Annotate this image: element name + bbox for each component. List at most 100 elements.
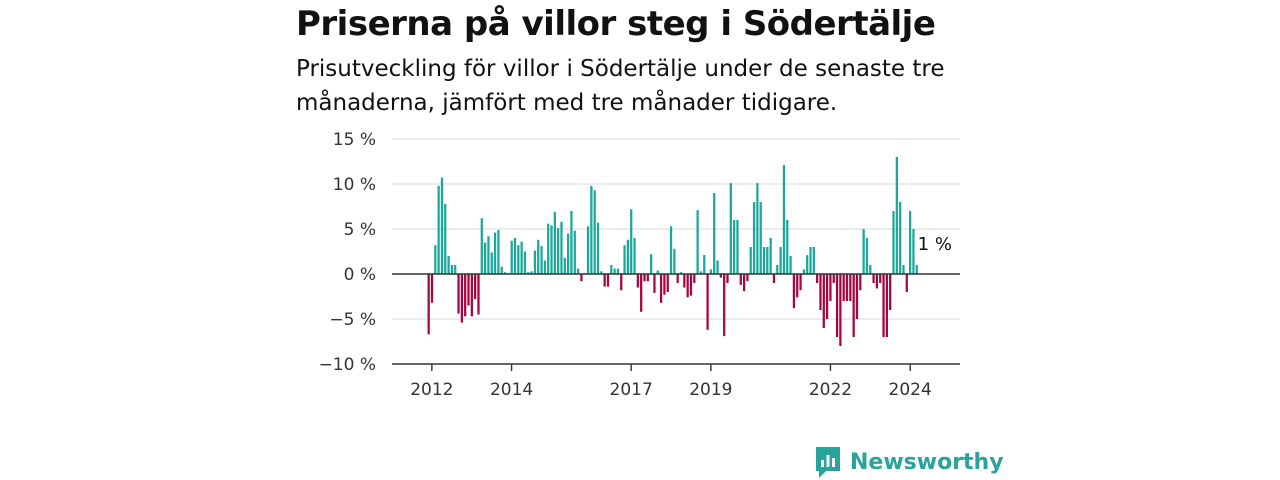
- newsworthy-logo: Newsworthy: [814, 444, 1004, 480]
- bar: [789, 256, 792, 274]
- bar: [786, 220, 789, 274]
- bar: [739, 274, 742, 285]
- bar: [480, 218, 483, 274]
- x-tick-label: 2024: [889, 380, 932, 400]
- bar: [762, 247, 766, 274]
- bar: [799, 274, 802, 291]
- bar: [792, 274, 796, 309]
- bar: [650, 254, 653, 274]
- bar: [742, 274, 746, 292]
- bar: [756, 183, 759, 274]
- bar: [557, 228, 560, 274]
- x-tick-label: 2019: [689, 380, 732, 400]
- bar: [703, 255, 706, 274]
- bar: [517, 245, 520, 274]
- bar: [513, 238, 517, 274]
- bar: [766, 247, 769, 274]
- bar: [905, 274, 908, 292]
- bar: [832, 274, 835, 283]
- bar: [726, 274, 729, 283]
- bar: [782, 165, 786, 274]
- bar: [676, 274, 679, 283]
- bar: [483, 242, 487, 274]
- bar: [683, 274, 686, 288]
- bar: [689, 274, 693, 296]
- bar: [902, 265, 905, 274]
- bar: [862, 229, 865, 274]
- bar: [839, 274, 842, 346]
- axes: 15 % 10 % 5 % 0 % −5 % −10 % 2012 2014 2017 2019 2…: [319, 130, 960, 400]
- bar: [523, 251, 527, 274]
- bar: [497, 229, 500, 274]
- bar: [899, 202, 902, 274]
- bar: [553, 211, 556, 274]
- bar: [663, 274, 666, 295]
- bar: [666, 274, 669, 292]
- bar: [772, 274, 776, 283]
- bar: [450, 265, 454, 274]
- bar: [626, 239, 630, 274]
- bar: [802, 269, 805, 274]
- bar: [444, 203, 447, 274]
- bar: [586, 226, 590, 274]
- bar: [825, 274, 829, 319]
- chart-subtitle: Prisutveckling för villor i Södertälje u…: [296, 56, 945, 116]
- last-value-annotation: 1 %: [918, 234, 952, 255]
- bar: [759, 202, 762, 274]
- bar: [729, 183, 732, 274]
- bar: [464, 274, 467, 317]
- grid-lines: [392, 138, 960, 365]
- bar: [752, 202, 756, 274]
- bar: [487, 236, 490, 274]
- bar: [875, 274, 879, 289]
- bars: [427, 157, 918, 346]
- bar: [822, 274, 825, 328]
- bar: [733, 220, 736, 274]
- bar: [430, 274, 434, 303]
- bar: [566, 233, 570, 274]
- bar: [659, 274, 663, 303]
- bar: [530, 271, 533, 274]
- chart-title: Priserna på villor steg i Södertälje: [296, 4, 936, 44]
- bar: [550, 225, 553, 274]
- bar: [912, 229, 915, 274]
- bar: [855, 274, 859, 319]
- bar: [829, 274, 832, 301]
- bar: [633, 238, 636, 274]
- bar: [457, 274, 460, 314]
- bar: [510, 240, 513, 274]
- bar: [470, 274, 473, 317]
- bar: [713, 193, 716, 274]
- y-tick-label: −5 %: [329, 310, 376, 330]
- bar: [769, 238, 772, 274]
- bar: [852, 274, 855, 337]
- bar: [816, 274, 819, 283]
- bar: [719, 274, 722, 278]
- newsworthy-icon: [816, 447, 840, 478]
- bar: [746, 274, 749, 282]
- bar: [806, 255, 809, 274]
- bar: [454, 265, 457, 274]
- bar: [440, 177, 444, 274]
- x-tick-label: 2014: [490, 380, 533, 400]
- bar: [540, 246, 543, 274]
- bar: [503, 272, 507, 274]
- bar: [693, 274, 696, 283]
- bar: [779, 247, 782, 274]
- bar: [908, 211, 912, 274]
- bar: [849, 274, 852, 301]
- bar: [547, 223, 550, 274]
- x-tick-label: 2012: [410, 380, 453, 400]
- bar: [437, 185, 440, 274]
- bar: [869, 265, 872, 274]
- bar: [560, 221, 563, 274]
- bar: [474, 274, 477, 300]
- bar: [709, 269, 713, 274]
- bar: [623, 245, 626, 274]
- bar: [776, 265, 779, 274]
- bar: [835, 274, 839, 337]
- bar: [646, 274, 649, 282]
- bar: [736, 220, 739, 274]
- y-tick-label: 0 %: [344, 265, 376, 285]
